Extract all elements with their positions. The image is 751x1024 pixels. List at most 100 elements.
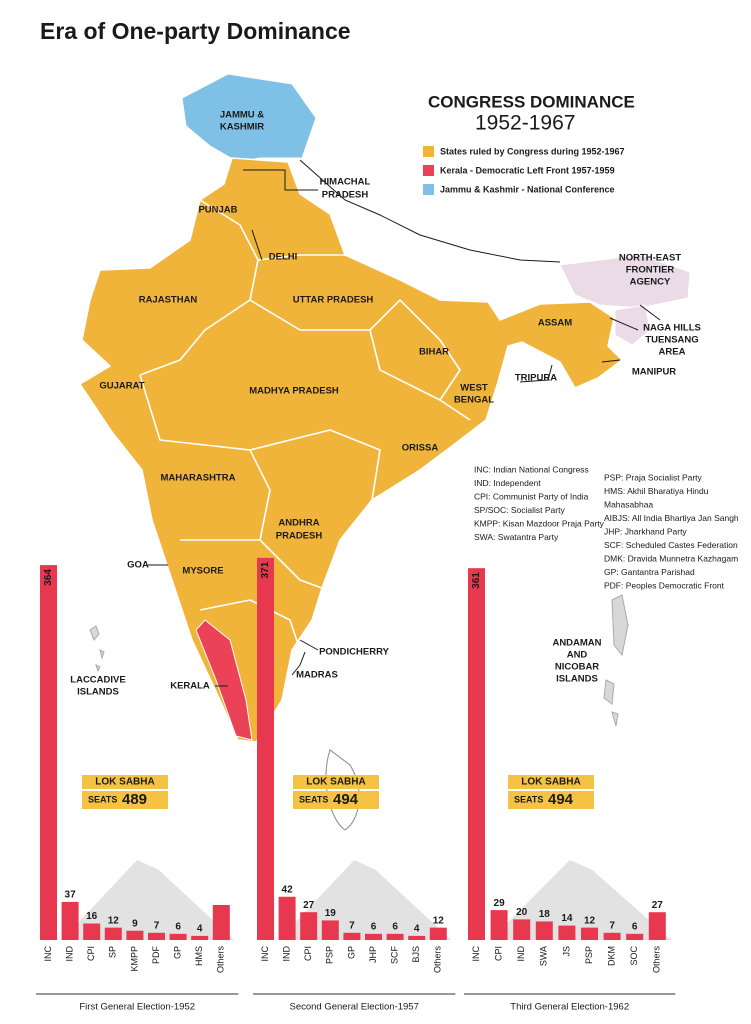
value-label: 19 [325, 908, 337, 919]
bar [535, 921, 553, 940]
state-border [249, 254, 401, 331]
x-tick-label: DKM [606, 946, 616, 966]
bar [321, 920, 339, 940]
legend-label: Kerala - Democratic Left Front 1957-1959 [440, 165, 615, 175]
map-label: AREA [659, 347, 686, 358]
map-label: GUJARAT [99, 381, 144, 392]
value-label: 20 [516, 907, 528, 918]
map-label: ORISSA [402, 443, 439, 454]
value-label: 14 [561, 913, 573, 924]
seats-value: 494 [333, 791, 359, 808]
abbreviation: HMS: Akhil Bharatiya Hindu [604, 486, 709, 496]
bar [212, 904, 230, 940]
legend-label: States ruled by Congress during 1952-196… [440, 146, 625, 156]
islands [603, 594, 629, 727]
box-top [293, 775, 379, 789]
bar-shadow [61, 860, 235, 940]
map-heading: CONGRESS DOMINANCE [428, 92, 635, 111]
box-label: LOK SABHA [95, 777, 154, 788]
x-tick-label: SOC [629, 946, 639, 966]
x-tick-label: Others [652, 946, 662, 974]
islands [89, 625, 105, 673]
box-bottom [293, 791, 379, 809]
x-tick-label: CPI [493, 946, 503, 961]
x-tick-label: HMS [194, 946, 204, 966]
map-label: BENGAL [454, 395, 494, 406]
x-tick-label: PSP [584, 946, 594, 964]
map-label: AND [567, 650, 588, 661]
bar [558, 925, 576, 940]
bar [581, 927, 598, 940]
value-label: 371 [260, 561, 271, 578]
bar [300, 912, 318, 940]
bar [648, 912, 666, 940]
x-tick-label: INC [43, 946, 53, 962]
map-label: ISLANDS [77, 687, 119, 698]
seats-label: SEATS [299, 794, 328, 804]
value-label: 12 [433, 915, 445, 926]
map-label: NICOBAR [555, 662, 599, 673]
bar [365, 933, 382, 940]
value-label: 9 [132, 918, 138, 929]
value-label: 6 [371, 921, 377, 932]
value-label: 361 [471, 572, 482, 589]
bar [257, 557, 274, 940]
map-label: ASSAM [538, 318, 572, 329]
bar [278, 896, 296, 940]
x-tick-label: INC [471, 946, 481, 962]
x-tick-label: JHP [368, 946, 378, 963]
leader-line [148, 169, 661, 687]
seats-value: 494 [548, 791, 574, 808]
map-label: GOA [127, 560, 149, 571]
chart-title: Third General Election-1962 [510, 1002, 629, 1013]
bar [104, 927, 122, 940]
abbreviation: INC: Indian National Congress [474, 464, 589, 474]
bar [191, 935, 209, 940]
abbreviation: PDF: Peoples Democratic Front [604, 580, 725, 590]
legend-label: Jammu & Kashmir - National Conference [440, 184, 615, 194]
bar [386, 933, 404, 940]
map-label: TRIPURA [515, 373, 557, 384]
abbreviation: KMPP: Kisan Mazdoor Praja Party [474, 518, 605, 528]
x-tick-label: CPI [303, 946, 313, 961]
x-tick-label: IND [281, 946, 291, 962]
bar [126, 930, 144, 940]
abbreviation: Mahasabhaa [604, 499, 653, 509]
map-label: HIMACHAL [320, 177, 371, 188]
region-jk [181, 73, 317, 163]
value-label: 42 [282, 884, 294, 895]
value-label: 18 [539, 909, 551, 920]
value-label: 4 [197, 924, 203, 935]
x-tick-label: SCF [389, 945, 399, 964]
bar [169, 933, 187, 940]
x-tick-label: INC [260, 946, 270, 962]
value-label: 4 [414, 924, 420, 935]
bar [603, 932, 621, 940]
map-label: MADHYA PRADESH [249, 386, 339, 397]
map-label: KASHMIR [220, 122, 264, 133]
map-label: BIHAR [419, 347, 449, 358]
value-label: 7 [609, 920, 615, 931]
x-tick-label: SP [108, 946, 118, 958]
map-period: 1952-1967 [475, 112, 575, 135]
legend-swatch [423, 165, 434, 176]
map-label: UTTAR PRADESH [293, 295, 374, 306]
map-label: PONDICHERRY [319, 647, 390, 658]
abbreviation: PSP: Praja Socialist Party [604, 472, 703, 482]
x-tick-label: KMPP [129, 946, 139, 972]
map-label: JAMMU & [220, 110, 264, 121]
bar [513, 919, 531, 940]
box-top [508, 775, 594, 789]
region-kerala [195, 619, 253, 741]
box-label: LOK SABHA [521, 777, 580, 788]
value-label: 27 [652, 900, 664, 911]
x-tick-label: BJS [411, 946, 421, 963]
box-bottom [508, 791, 594, 809]
map-label: FRONTIER [626, 265, 675, 276]
map-label: ISLANDS [556, 674, 598, 685]
bar [343, 932, 361, 940]
x-tick-label: PDF [151, 945, 161, 964]
page-title: Era of One-party Dominance [40, 18, 351, 44]
